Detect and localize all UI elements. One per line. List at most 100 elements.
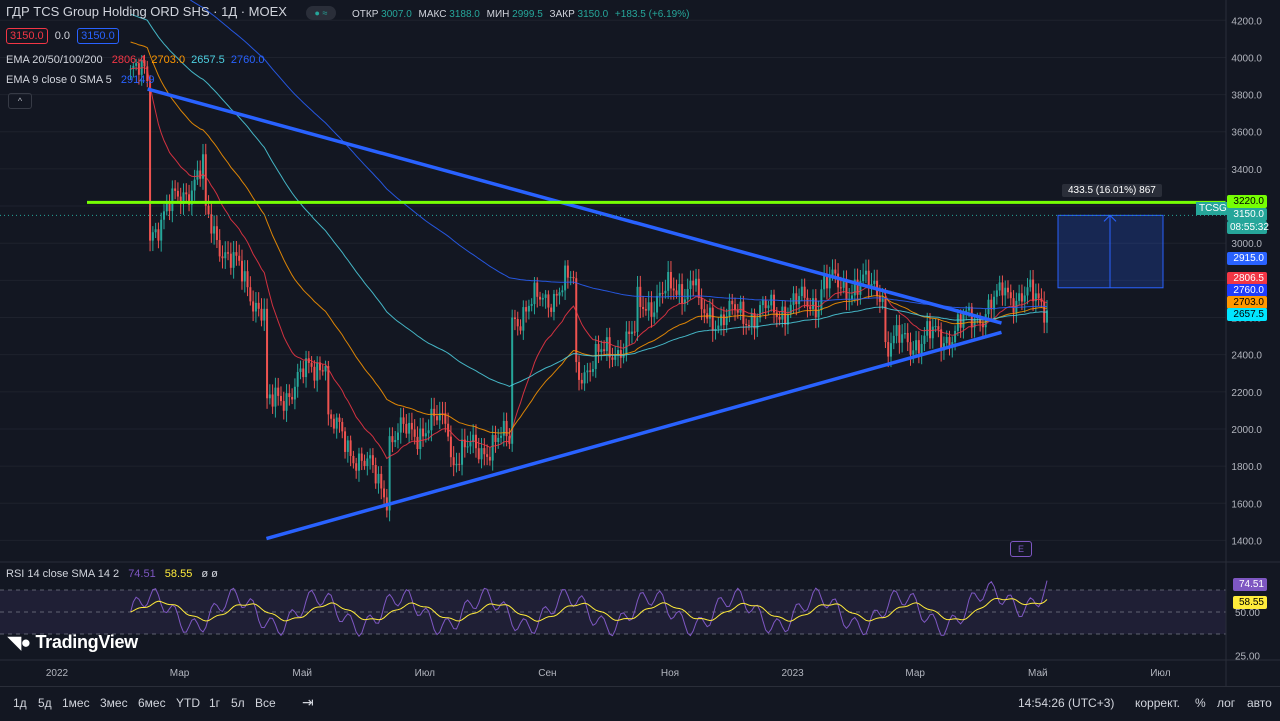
candle-body — [1034, 293, 1037, 302]
candle-body — [722, 314, 725, 326]
candle-body — [207, 205, 210, 215]
candle-body — [995, 290, 998, 297]
candle-body — [873, 280, 876, 284]
candle-body — [179, 196, 182, 205]
candle-body — [377, 473, 380, 484]
candle-body — [452, 457, 455, 466]
candle-body — [734, 304, 737, 311]
symbol-status-icons[interactable]: ● ≈ — [306, 6, 336, 20]
timeframe-5d[interactable]: 5д — [38, 696, 52, 710]
candle-body — [313, 366, 316, 381]
timeframe-5y[interactable]: 5л — [231, 696, 245, 710]
candle-body — [725, 316, 728, 326]
collapse-legend-icon[interactable]: ^ — [8, 93, 32, 109]
timeframe-1d[interactable]: 1д — [13, 696, 27, 710]
candle-body — [165, 202, 168, 212]
ema-legend-title: EMA 20/50/100/200 — [6, 54, 103, 66]
auto-button[interactable]: авто — [1247, 696, 1272, 710]
candle-body — [998, 282, 1001, 291]
candle-body — [594, 344, 597, 370]
date-range-icon[interactable]: ⇥ — [302, 694, 314, 710]
candle-body — [254, 302, 257, 312]
candle-body — [271, 394, 274, 407]
candle-body — [477, 448, 480, 460]
ema9-legend[interactable]: EMA 9 close 0 SMA 5 2914.9 — [6, 74, 161, 86]
candle-body — [224, 252, 227, 259]
sell-button[interactable]: 3150.0 — [6, 28, 48, 44]
candle-body — [892, 335, 895, 344]
candle-body — [828, 276, 831, 289]
candle-body — [552, 293, 555, 312]
price-axis: 4200.04000.03800.03600.03400.03200.03000… — [1225, 0, 1262, 686]
candle-body — [463, 439, 466, 448]
candle-body — [929, 321, 932, 339]
candle-body — [405, 423, 408, 434]
candle-body — [539, 296, 542, 300]
price-tick-label: 3800.0 — [1231, 91, 1262, 102]
rsi-legend[interactable]: RSI 14 close SMA 14 2 74.51 58.55 ø ø — [6, 568, 224, 580]
timeframe-all[interactable]: Все — [255, 696, 276, 710]
timeframe-ytd[interactable]: YTD — [176, 696, 200, 710]
time-tick-label: Ноя — [661, 668, 679, 679]
candle-body — [324, 366, 327, 372]
candle-body — [185, 192, 188, 195]
ema9-legend-title: EMA 9 close 0 SMA 5 — [6, 74, 112, 86]
candle-body — [235, 252, 238, 256]
candle-body — [817, 310, 820, 318]
candle-body — [1023, 295, 1026, 302]
candle-body — [285, 393, 288, 411]
price-tag: 2915.0 — [1227, 251, 1267, 265]
adjust-button[interactable]: коррект. — [1135, 696, 1180, 710]
candle-body — [1018, 293, 1021, 301]
candle-body — [747, 324, 750, 327]
candle-body — [346, 440, 349, 452]
candle-body — [778, 316, 781, 320]
candle-body — [449, 436, 452, 458]
rsi-sma-line — [130, 597, 1048, 622]
candle-body — [182, 192, 185, 205]
tradingview-logo[interactable]: ◥● TradingView — [8, 632, 138, 653]
events-icon[interactable]: E — [1010, 541, 1032, 557]
timeframe-6m[interactable]: 6мес — [138, 696, 166, 710]
candle-body — [856, 279, 859, 295]
candle-body — [923, 335, 926, 344]
candle-body — [500, 435, 503, 438]
candle-body — [934, 326, 937, 328]
percent-button[interactable]: % — [1195, 696, 1206, 710]
candle-body — [174, 188, 177, 191]
timeframe-1m[interactable]: 1мес — [62, 696, 90, 710]
candle-body — [547, 294, 550, 308]
candle-body — [887, 342, 890, 357]
candle-body — [728, 300, 731, 317]
candle-body — [199, 170, 202, 179]
candle-body — [786, 314, 789, 325]
candle-body — [820, 289, 823, 311]
time-tick-label: 2023 — [781, 668, 804, 679]
candle-body — [527, 305, 530, 312]
candle-body — [675, 290, 678, 295]
candle-body — [221, 256, 224, 259]
time-tick-label: Июл — [415, 668, 435, 679]
symbol-title[interactable]: ГДР TCS Group Holding ORD SHS · 1Д · MOE… — [6, 4, 287, 19]
candle-body — [951, 342, 954, 347]
candle-body — [656, 295, 659, 313]
candle-body — [898, 325, 901, 343]
time-tick-label: Май — [292, 668, 312, 679]
rsi-pane: 50.00 25.00 — [0, 561, 1280, 663]
time-tick-label: Май — [1028, 668, 1048, 679]
upper-trendline — [147, 87, 1002, 325]
ema-legend[interactable]: EMA 20/50/100/200 2806.4 2703.0 2657.5 2… — [6, 54, 271, 66]
candle-body — [399, 417, 402, 433]
timeframe-3m[interactable]: 3мес — [100, 696, 128, 710]
timeframe-1y[interactable]: 1г — [209, 696, 221, 710]
candle-body — [416, 436, 419, 450]
candle-body — [608, 337, 611, 358]
log-button[interactable]: лог — [1217, 696, 1236, 710]
price-tag: 08:55:32 — [1227, 220, 1269, 234]
candle-body — [296, 371, 299, 387]
buy-button[interactable]: 3150.0 — [77, 28, 119, 44]
candle-body — [781, 306, 784, 320]
candles-layer — [129, 54, 1048, 522]
clock[interactable]: 14:54:26 (UTC+3) — [1018, 696, 1115, 710]
